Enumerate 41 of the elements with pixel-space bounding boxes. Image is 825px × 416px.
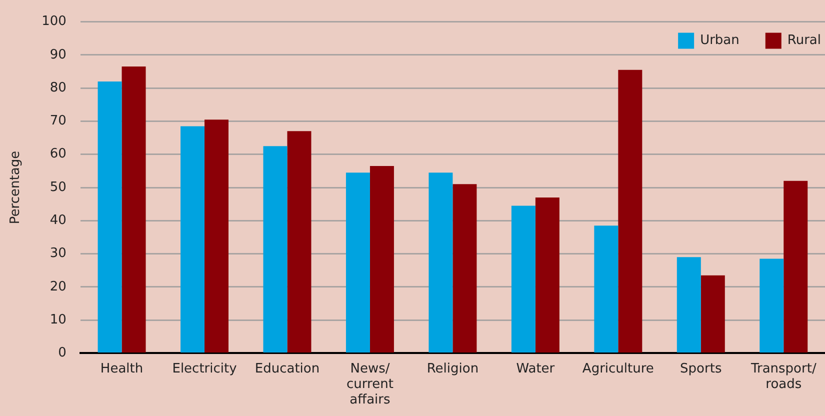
bar (98, 81, 122, 352)
bar (784, 180, 808, 352)
bar (204, 120, 229, 352)
x-tick-label: Health (100, 361, 144, 376)
y-tick-label: 40 (50, 213, 66, 228)
y-tick-label: 80 (50, 80, 66, 96)
legend-label: Rural (787, 33, 822, 48)
x-tick-label: News/ current affairs (346, 361, 394, 408)
bar (287, 131, 312, 352)
bar (760, 258, 784, 352)
bar (452, 184, 477, 352)
bar (535, 197, 560, 352)
y-tick-label: 0 (58, 346, 66, 361)
bar (428, 172, 453, 352)
bar (370, 166, 394, 352)
y-axis-title: Percentage (8, 150, 24, 224)
y-tick-label: 10 (50, 312, 66, 328)
bar (676, 257, 701, 352)
bar (122, 66, 146, 352)
y-tick-label: 100 (42, 14, 66, 30)
bar (180, 126, 205, 352)
y-tick-label: 60 (50, 146, 66, 162)
y-tick-label: 20 (50, 279, 66, 294)
y-tick-label: 90 (50, 47, 66, 62)
x-tick-label: Sports (680, 361, 722, 376)
x-tick-label: Religion (426, 361, 479, 376)
bar (618, 70, 642, 352)
bar (346, 172, 370, 352)
bar (700, 275, 725, 352)
bar (263, 146, 288, 352)
bar (511, 206, 536, 352)
y-tick-label: 50 (50, 180, 66, 195)
x-tick-label: Electricity (172, 361, 238, 376)
bar (594, 226, 618, 352)
y-tick-label: 70 (50, 114, 66, 129)
x-tick-label: Transport/ roads (750, 361, 817, 392)
x-tick-label: Water (516, 361, 556, 376)
x-tick-label: Education (254, 361, 320, 376)
y-tick-label: 30 (50, 246, 66, 262)
x-tick-label: Agriculture (582, 361, 654, 376)
legend-label: Urban (700, 33, 740, 48)
